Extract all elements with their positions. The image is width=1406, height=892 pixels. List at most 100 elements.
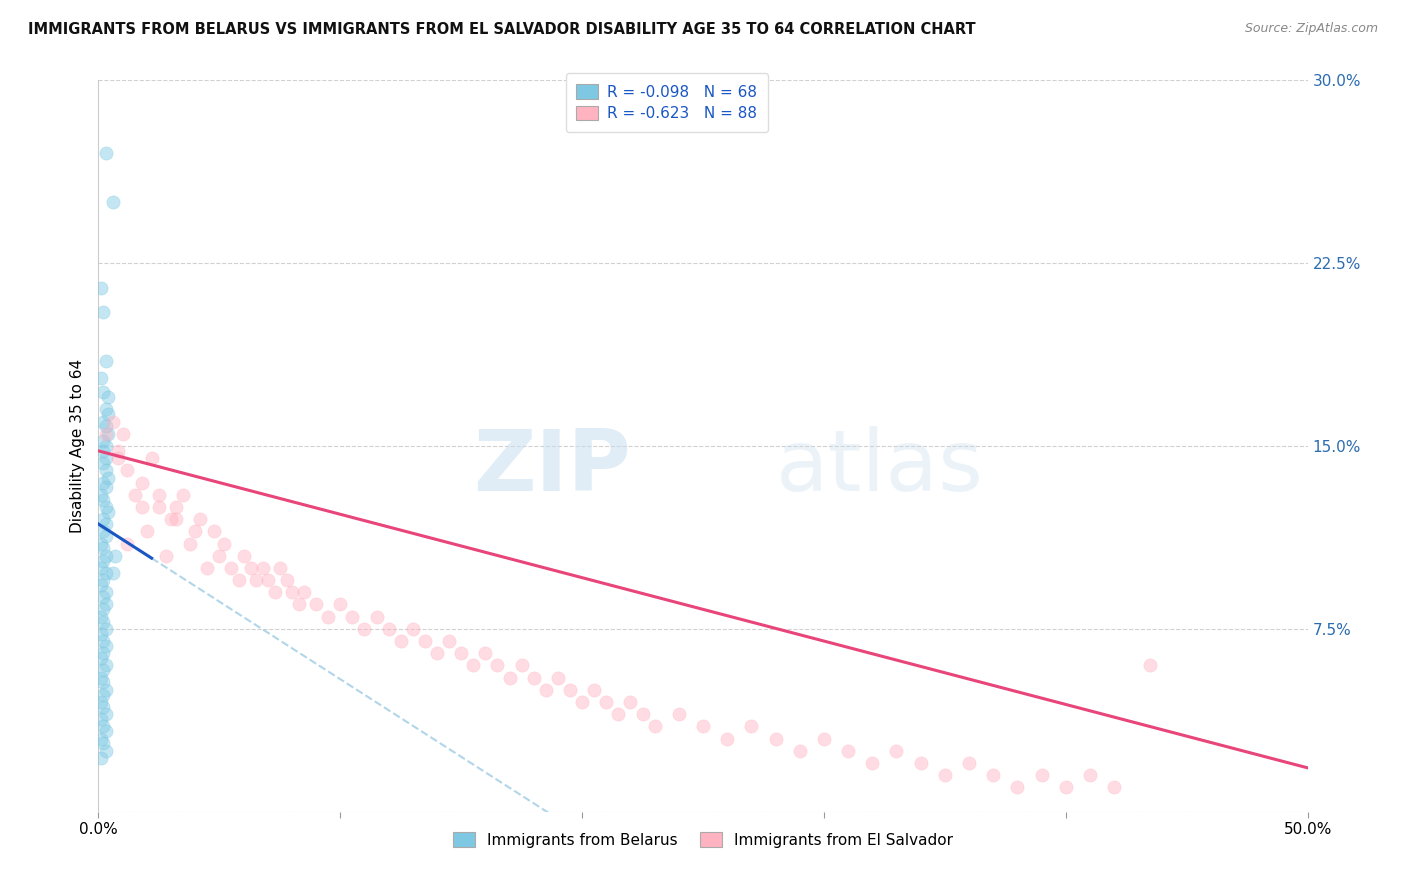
Point xyxy=(740,719,762,733)
Point xyxy=(90,671,112,685)
Point xyxy=(97,471,120,485)
Point xyxy=(94,529,117,543)
Point xyxy=(208,549,231,563)
Point xyxy=(90,712,112,726)
Point xyxy=(1007,780,1029,795)
Point xyxy=(91,541,114,556)
Point xyxy=(94,707,117,722)
Point xyxy=(195,561,218,575)
Point xyxy=(94,622,117,636)
Point xyxy=(94,658,117,673)
Point xyxy=(860,756,883,770)
Point xyxy=(155,549,177,563)
Point xyxy=(910,756,932,770)
Point xyxy=(90,370,112,384)
Point xyxy=(97,390,120,404)
Point xyxy=(94,598,117,612)
Point xyxy=(437,634,460,648)
Point xyxy=(595,695,617,709)
Point xyxy=(90,609,112,624)
Point xyxy=(90,695,112,709)
Point xyxy=(160,512,183,526)
Point xyxy=(131,475,153,490)
Point xyxy=(269,561,291,575)
Point xyxy=(765,731,787,746)
Point xyxy=(813,731,835,746)
Point xyxy=(91,646,114,660)
Point xyxy=(101,566,124,580)
Point xyxy=(90,561,112,575)
Point xyxy=(204,524,226,539)
Point xyxy=(1054,780,1077,795)
Point xyxy=(94,724,117,739)
Point xyxy=(91,434,114,449)
Point xyxy=(228,573,250,587)
Point xyxy=(534,682,557,697)
Text: IMMIGRANTS FROM BELARUS VS IMMIGRANTS FROM EL SALVADOR DISABILITY AGE 35 TO 64 C: IMMIGRANTS FROM BELARUS VS IMMIGRANTS FR… xyxy=(28,22,976,37)
Text: atlas: atlas xyxy=(776,426,984,509)
Point xyxy=(91,634,114,648)
Point xyxy=(94,585,117,599)
Point xyxy=(91,512,114,526)
Point xyxy=(305,598,328,612)
Point xyxy=(281,585,304,599)
Point xyxy=(94,566,117,580)
Point xyxy=(619,695,641,709)
Point xyxy=(1031,768,1053,782)
Point xyxy=(252,561,274,575)
Point xyxy=(97,407,120,421)
Point xyxy=(124,488,146,502)
Point xyxy=(188,512,211,526)
Point xyxy=(91,385,114,400)
Point xyxy=(94,439,117,453)
Point xyxy=(276,573,298,587)
Point xyxy=(90,751,112,765)
Point xyxy=(94,402,117,417)
Point xyxy=(558,682,581,697)
Point xyxy=(90,651,112,665)
Point xyxy=(264,585,287,599)
Point xyxy=(91,524,114,539)
Point xyxy=(97,505,120,519)
Point xyxy=(288,598,311,612)
Point xyxy=(91,305,114,319)
Point xyxy=(141,451,163,466)
Point xyxy=(232,549,254,563)
Point xyxy=(94,451,117,466)
Point xyxy=(571,695,593,709)
Point xyxy=(547,671,569,685)
Point xyxy=(91,719,114,733)
Point xyxy=(94,549,117,563)
Point xyxy=(97,426,120,441)
Point xyxy=(91,492,114,507)
Point xyxy=(91,443,114,458)
Point xyxy=(221,561,243,575)
Point xyxy=(426,646,449,660)
Point xyxy=(94,682,117,697)
Point xyxy=(353,622,375,636)
Text: Source: ZipAtlas.com: Source: ZipAtlas.com xyxy=(1244,22,1378,36)
Point xyxy=(329,598,352,612)
Point xyxy=(94,146,117,161)
Point xyxy=(148,500,170,514)
Point xyxy=(389,634,412,648)
Point xyxy=(789,744,811,758)
Point xyxy=(644,719,666,733)
Point xyxy=(486,658,509,673)
Point xyxy=(91,675,114,690)
Point xyxy=(1102,780,1125,795)
Point xyxy=(692,719,714,733)
Point xyxy=(107,443,129,458)
Point xyxy=(498,671,520,685)
Point xyxy=(91,553,114,567)
Point xyxy=(91,736,114,750)
Point xyxy=(91,602,114,616)
Point xyxy=(934,768,956,782)
Point xyxy=(316,609,339,624)
Point xyxy=(91,663,114,677)
Point xyxy=(111,426,134,441)
Point xyxy=(91,699,114,714)
Point xyxy=(957,756,980,770)
Point xyxy=(91,456,114,470)
Point xyxy=(104,549,127,563)
